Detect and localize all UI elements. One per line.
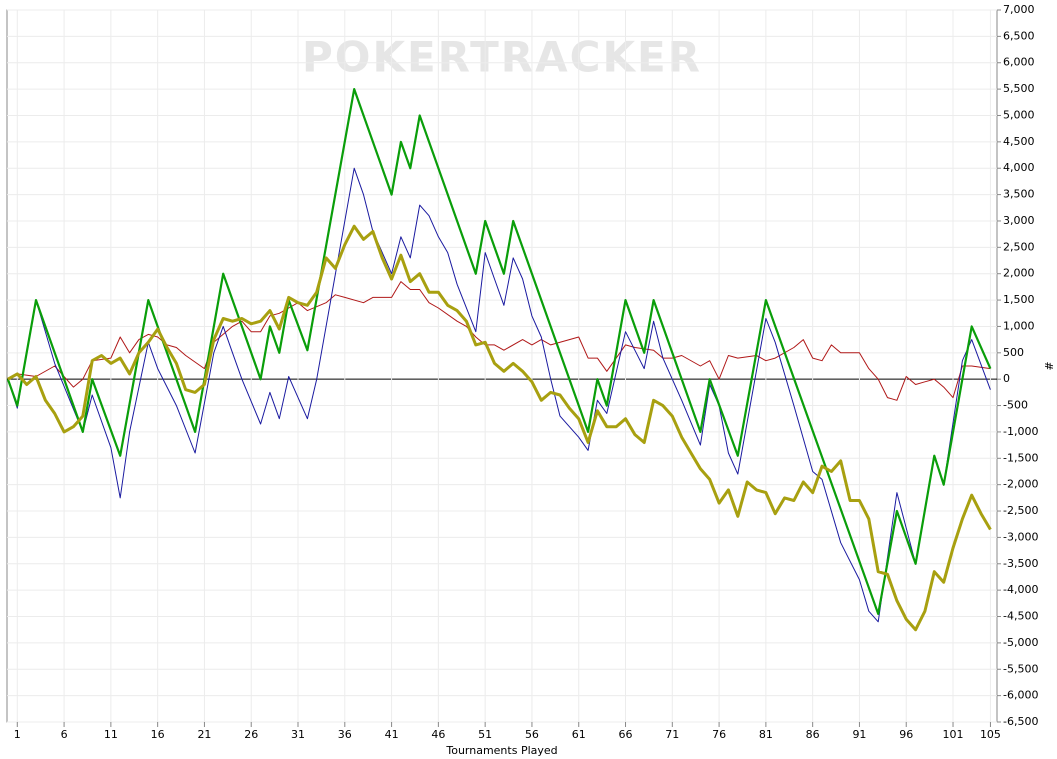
y-tick-label: -4,500 [1003,610,1038,623]
y-tick-label: -1,500 [1003,451,1038,464]
line-series [6,88,992,615]
plot-area [6,9,998,723]
y-tick-label: -3,500 [1003,557,1038,570]
x-tick-label: 36 [338,728,352,741]
y-tick-label: 1,000 [1003,319,1035,332]
x-tick-label: 11 [104,728,118,741]
x-tick-label: 66 [619,728,633,741]
y-tick-label: 0 [1003,372,1010,385]
x-tick-label: 105 [980,728,1001,741]
x-tick-label: 91 [852,728,866,741]
x-tick-label: 71 [665,728,679,741]
x-tick-label: 16 [151,728,165,741]
line-series [7,281,991,401]
y-axis-label: # [1042,361,1055,370]
x-tick-label: 6 [61,728,68,741]
y-tick-label: 3,500 [1003,188,1035,201]
x-tick-label: 61 [572,728,586,741]
y-tick-label: 4,500 [1003,135,1035,148]
line-series [7,224,992,632]
y-tick-label: -500 [1003,399,1028,412]
x-tick-label: 81 [759,728,773,741]
x-tick-label: 96 [899,728,913,741]
x-tick-label: 51 [478,728,492,741]
x-tick-label: 76 [712,728,726,741]
y-tick-label: 5,500 [1003,82,1035,95]
y-tick-label: -2,500 [1003,504,1038,517]
y-tick-label: -6,500 [1003,715,1038,728]
x-tick-label: 21 [197,728,211,741]
x-tick-label: 56 [525,728,539,741]
y-tick-label: 3,000 [1003,214,1035,227]
watermark: POKERTRACKER [302,33,702,82]
x-tick-label: 41 [385,728,399,741]
x-tick-label: 86 [806,728,820,741]
line-series [7,167,991,623]
y-tick-label: -5,000 [1003,636,1038,649]
x-tick-label: 26 [244,728,258,741]
y-tick-label: -4,000 [1003,583,1038,596]
x-axis-label: Tournaments Played [445,744,557,757]
y-tick-label: 500 [1003,346,1024,359]
x-tick-label: 1 [14,728,21,741]
x-tick-label: 46 [431,728,445,741]
y-tick-label: 7,000 [1003,3,1035,16]
y-tick-label: 4,000 [1003,161,1035,174]
y-tick-label: 6,500 [1003,29,1035,42]
y-tick-label: 6,000 [1003,56,1035,69]
y-tick-label: -1,000 [1003,425,1038,438]
y-tick-label: 1,500 [1003,293,1035,306]
x-tick-label: 31 [291,728,305,741]
x-tick-label: 101 [943,728,964,741]
y-tick-label: -3,000 [1003,530,1038,543]
y-tick-label: 2,500 [1003,240,1035,253]
y-tick-label: 5,000 [1003,108,1035,121]
y-tick-label: 2,000 [1003,267,1035,280]
y-tick-label: -2,000 [1003,478,1038,491]
y-tick-label: -5,500 [1003,662,1038,675]
y-tick-label: -6,000 [1003,689,1038,702]
